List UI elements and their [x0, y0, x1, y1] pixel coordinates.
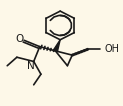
Text: O: O [15, 34, 23, 44]
Text: N: N [27, 61, 35, 71]
Polygon shape [53, 40, 60, 52]
Text: OH: OH [105, 44, 120, 54]
